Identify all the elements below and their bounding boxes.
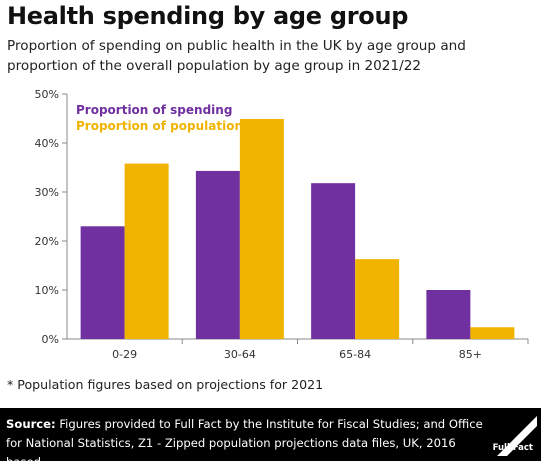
legend-label: Proportion of population bbox=[76, 119, 243, 133]
page-title: Health spending by age group bbox=[7, 2, 409, 30]
y-tick-label: 50% bbox=[35, 88, 59, 101]
y-tick-label: 0% bbox=[42, 333, 59, 346]
full-fact-logo-text: Full Fact bbox=[492, 443, 533, 453]
bar-spending bbox=[426, 290, 471, 339]
bar-population bbox=[124, 163, 169, 339]
source-label: Source: bbox=[6, 417, 56, 431]
bar-population bbox=[355, 259, 400, 339]
y-tick-label: 30% bbox=[35, 186, 59, 199]
chart-subtitle: Proportion of spending on public health … bbox=[7, 38, 466, 74]
x-tick-label: 65-84 bbox=[339, 348, 371, 361]
x-tick-label: 0-29 bbox=[112, 348, 137, 361]
bar-population bbox=[239, 118, 284, 340]
bar-spending bbox=[311, 183, 356, 339]
source-note: Source: Figures provided to Full Fact by… bbox=[6, 415, 484, 472]
bar-chart: 0% 10% 20% 30% 40% 50% 0-29 30-64 65-84 85+ Propor… bbox=[35, 88, 529, 361]
y-tick-label: 10% bbox=[35, 284, 59, 297]
source-bar: Source: Figures provided to Full Fact by… bbox=[0, 408, 541, 469]
full-fact-logo: Full Fact bbox=[493, 412, 537, 456]
y-tick-label: 20% bbox=[35, 235, 59, 248]
bar-spending bbox=[195, 170, 240, 339]
bar-population bbox=[470, 327, 515, 339]
y-tick-label: 40% bbox=[35, 137, 59, 150]
footnote: * Population figures based on projection… bbox=[7, 377, 324, 392]
bar-spending bbox=[80, 226, 125, 339]
legend-label: Proportion of spending bbox=[76, 103, 232, 117]
x-tick-label: 85+ bbox=[459, 348, 482, 361]
x-tick-label: 30-64 bbox=[224, 348, 256, 361]
source-text: Figures provided to Full Fact by the Ins… bbox=[6, 417, 483, 469]
